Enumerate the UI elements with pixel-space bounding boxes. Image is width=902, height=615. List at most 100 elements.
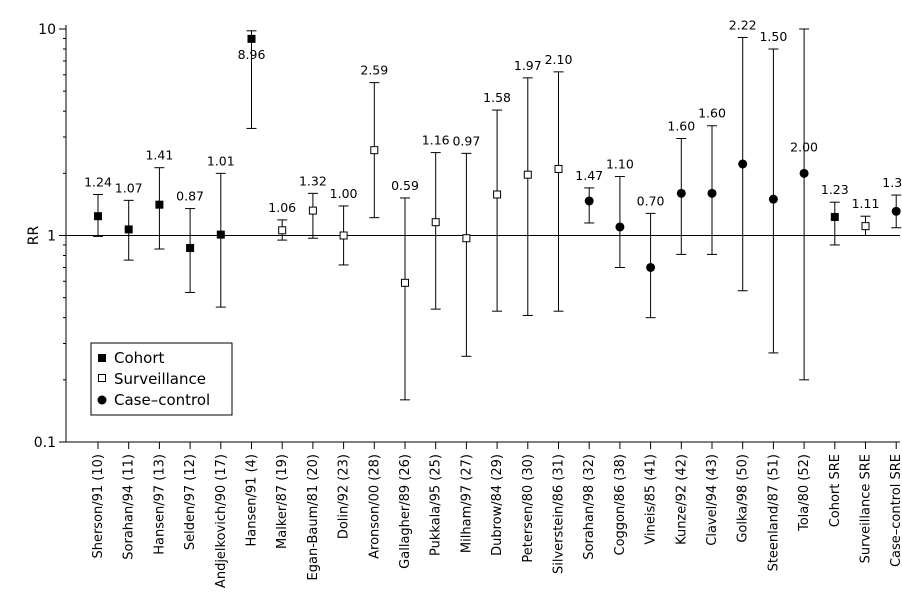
- axes: 0.1 1 10 RR: [26, 22, 900, 451]
- point-marker: [186, 243, 195, 252]
- point-marker: [676, 188, 686, 198]
- value-label: 1.11: [852, 196, 880, 211]
- study-surveillance-sre: Surveillance SRE 1.11: [852, 196, 880, 563]
- value-label: 0.87: [176, 189, 204, 204]
- study-aronson-00-28: Aronson/00 (28) 2.59: [360, 63, 388, 559]
- point-marker: [216, 230, 225, 239]
- x-tick-label: Milham/97 (27): [459, 454, 474, 553]
- x-tick-label: Tola/80 (52): [797, 454, 812, 532]
- y-tick-label: 0.1: [34, 435, 56, 451]
- legend-marker-cohort: [98, 354, 106, 362]
- study-steenland-87-51: Steenland/87 (51) 1.50: [759, 29, 787, 571]
- x-tick-label: Clavel/94 (43): [705, 454, 720, 546]
- point-marker: [278, 226, 287, 235]
- study-vineis-85-41: Vineis/85 (41) 0.70: [637, 193, 665, 544]
- legend-box: [90, 342, 233, 416]
- point-marker: [493, 190, 502, 199]
- x-tick-label: Sherson/91 (10): [91, 454, 106, 559]
- x-tick-label: Selden/97 (12): [183, 454, 198, 550]
- point-marker: [155, 200, 164, 209]
- point-marker: [615, 222, 625, 232]
- legend-entry-surveillance: Surveillance: [98, 370, 206, 388]
- value-label: 1.31: [882, 175, 902, 190]
- y-tick-label: 1: [47, 229, 56, 245]
- point-marker: [401, 278, 409, 287]
- value-label: 1.97: [514, 58, 542, 73]
- y-axis-title: RR: [26, 226, 42, 246]
- value-label: 2.10: [545, 52, 573, 67]
- value-label: 1.47: [575, 168, 603, 183]
- study-silverstein-86-31: Silverstein/86 (31) 2.10: [545, 52, 573, 574]
- x-tick-label: Cohort SRE: [828, 454, 843, 527]
- x-tick-label: Malker/87 (19): [275, 454, 290, 549]
- x-tick-label: Vineis/85 (41): [644, 454, 659, 545]
- study-coggon-86-38: Coggon/86 (38) 1.10: [606, 157, 634, 556]
- study-sorahan-94-11: Sorahan/94 (11) 1.07: [115, 180, 143, 559]
- point-marker: [830, 212, 839, 221]
- legend-entry-case-control: Case–control: [97, 391, 210, 409]
- study-gallagher-89-26: Gallagher/89 (26) 0.59: [391, 178, 419, 569]
- point-marker: [431, 218, 440, 227]
- value-label: 1.06: [268, 200, 296, 215]
- study-hansen-97-13: Hansen/97 (13) 1.41: [145, 148, 173, 555]
- value-label: 1.23: [821, 182, 849, 197]
- x-tick-label: Hansen/97 (13): [152, 454, 167, 555]
- value-label: 1.50: [759, 29, 787, 44]
- x-tick-label: Dubrow/84 (29): [490, 454, 505, 556]
- value-label: 2.00: [790, 139, 818, 154]
- x-tick-label: Surveillance SRE: [859, 454, 874, 563]
- value-label: 1.24: [84, 174, 112, 189]
- study-pukkala-95-25: Pukkala/95 (25) 1.16: [422, 133, 450, 556]
- point-marker: [584, 196, 594, 206]
- x-tick-label: Silverstein/86 (31): [552, 454, 567, 574]
- value-label: 1.07: [115, 180, 143, 195]
- value-label: 1.01: [207, 153, 235, 168]
- legend-entry-cohort: Cohort: [98, 349, 165, 367]
- x-tick-label: Hansen/91 (4): [245, 454, 260, 546]
- legend-label-cohort: Cohort: [114, 349, 165, 367]
- point-marker: [738, 159, 748, 169]
- x-tick-label: Petersen/80 (30): [521, 454, 536, 563]
- point-marker: [462, 234, 471, 243]
- study-andjelkovich-90-17: Andjelkovich/90 (17) 1.01: [207, 153, 235, 588]
- study-hansen-91-4: Hansen/91 (4) 8.96: [238, 30, 265, 546]
- point-marker: [247, 34, 256, 43]
- x-tick-label: Kunze/92 (42): [674, 454, 689, 545]
- value-label: 1.32: [299, 173, 327, 188]
- study-kunze-92-42: Kunze/92 (42) 1.60: [667, 118, 695, 544]
- value-label: 0.59: [391, 178, 419, 193]
- x-tick-label: Steenland/87 (51): [766, 454, 781, 571]
- value-label: 0.97: [452, 133, 480, 148]
- study-golka-98-50: Golka/98 (50) 2.22: [729, 17, 757, 542]
- x-tick-label: Egan-Baum/81 (20): [306, 454, 321, 580]
- study-sorahan-98-32: Sorahan/98 (32) 1.47: [575, 168, 603, 560]
- x-tick-label: Dolin/92 (23): [337, 454, 352, 539]
- y-tick-label: 10: [38, 22, 56, 38]
- value-label: 0.70: [637, 193, 665, 208]
- study-egan-baum-81-20: Egan-Baum/81 (20) 1.32: [299, 173, 327, 580]
- legend-marker-surveillance: [98, 374, 106, 382]
- study-dolin-92-23: Dolin/92 (23) 1.00: [330, 186, 358, 539]
- study-malker-87-19: Malker/87 (19) 1.06: [268, 200, 296, 549]
- value-label: 1.58: [483, 90, 511, 105]
- study-selden-97-12: Selden/97 (12) 0.87: [176, 189, 204, 551]
- study-cohort-sre: Cohort SRE 1.23: [821, 182, 849, 527]
- legend-marker-case-control: [97, 395, 107, 405]
- x-tick-label: Coggon/86 (38): [613, 454, 628, 555]
- x-tick-label: Sorahan/94 (11): [122, 454, 137, 560]
- point-marker: [768, 194, 778, 204]
- study-dubrow-84-29: Dubrow/84 (29) 1.58: [483, 90, 511, 556]
- point-marker: [891, 206, 901, 216]
- legend-label-surveillance: Surveillance: [114, 370, 206, 388]
- point-marker: [339, 231, 348, 240]
- point-marker: [308, 206, 317, 215]
- value-label: 1.10: [606, 157, 634, 172]
- x-tick-label: Golka/98 (50): [736, 454, 751, 543]
- value-label: 1.41: [145, 148, 173, 163]
- x-tick-label: Andjelkovich/90 (17): [214, 454, 229, 588]
- point-marker: [646, 262, 656, 272]
- study-petersen-80-30: Petersen/80 (30) 1.97: [514, 58, 542, 563]
- study-case-control-sre: Case–control SRE 1.31: [882, 175, 902, 567]
